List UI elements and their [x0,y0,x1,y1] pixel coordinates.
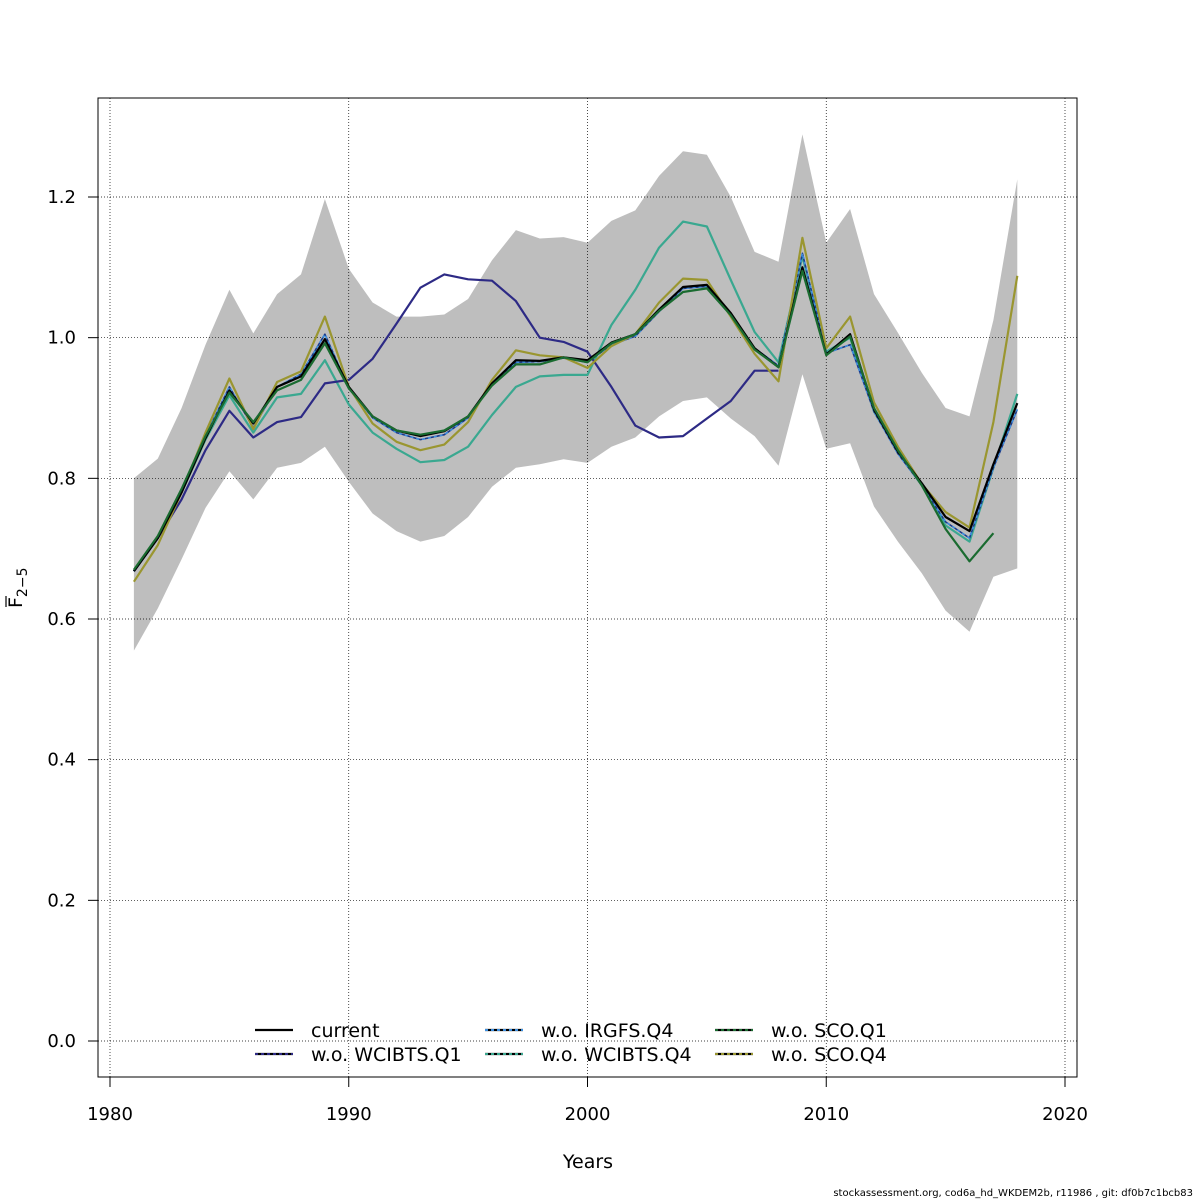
y-axis-title: F2−5 [5,568,31,608]
x-tick-label: 2020 [1042,1104,1088,1125]
y-tick-label: 0.0 [47,1031,76,1052]
y-tick-label: 1.2 [47,187,76,208]
y-tick-label: 1.0 [47,328,76,349]
y-tick-label: 0.2 [47,890,76,911]
svg-text:F2−5: F2−5 [5,568,31,608]
grid-layer [98,98,1077,1077]
legend-item-3: w.o. WCIBTS.Q4 [485,1044,692,1066]
legend-item-0: current [255,1020,380,1042]
x-tick-label: 2010 [803,1104,849,1125]
series-line-4 [133,269,995,571]
y-tick-label: 0.8 [47,468,76,489]
confidence-band [133,134,1018,651]
confidence-band-layer [133,134,1018,651]
legend-item-4: w.o. SCO.Q1 [715,1020,887,1042]
series-line-5 [132,236,1019,583]
legend-label: w.o. SCO.Q4 [771,1044,887,1066]
y-axis-title-main: F [5,597,27,608]
legend-item-2: w.o. IRGFS.Q4 [485,1020,673,1042]
x-axis-title: Years [562,1151,613,1173]
legend-label: w.o. WCIBTS.Q4 [541,1044,692,1066]
legend-item-5: w.o. SCO.Q4 [715,1044,887,1066]
legend-label: w.o. WCIBTS.Q1 [311,1044,462,1066]
x-tick-label: 2000 [565,1104,611,1125]
y-tick-label: 0.4 [47,750,76,771]
legend-label: current [311,1020,380,1042]
x-tick-label: 1990 [326,1104,372,1125]
series-layer [132,220,1019,583]
footer-text: stockassessment.org, cod6a_hd_WKDEM2b, r… [833,1188,1193,1199]
y-axis-title-sub: 2−5 [15,568,31,598]
legend-label: w.o. SCO.Q1 [771,1020,887,1042]
legend-item-1: w.o. WCIBTS.Q1 [255,1044,462,1066]
x-tick-label: 1980 [87,1104,133,1125]
axis-layer: 1980 1990 2000 2010 2020 0.0 0.2 0.4 0.6 0.8 1.0 1.… [47,187,1088,1125]
legend-label: w.o. IRGFS.Q4 [541,1020,673,1042]
series-line-1 [133,273,779,572]
y-tick-label: 0.6 [47,609,76,630]
